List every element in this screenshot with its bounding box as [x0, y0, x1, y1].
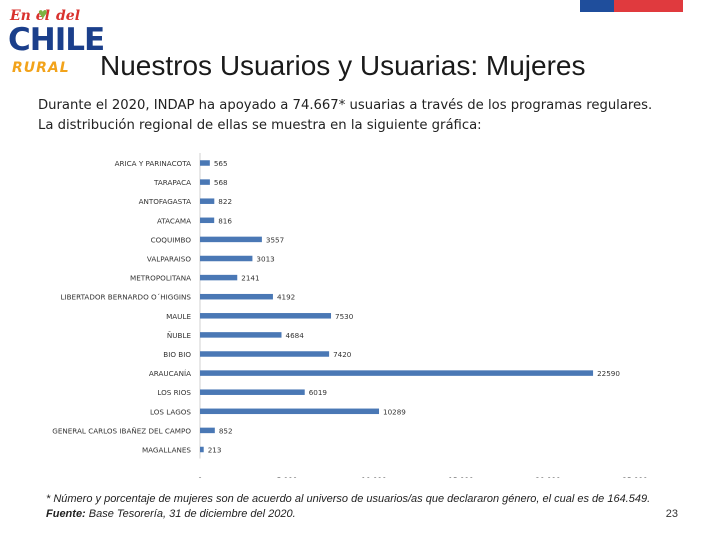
data-label: 3557 [266, 235, 284, 244]
data-bar [200, 370, 594, 376]
logo-text-top: En el [10, 8, 50, 24]
data-bar [200, 198, 215, 204]
intro-line-2: La distribución regional de ellas se mue… [38, 118, 482, 133]
category-label: MAULE [166, 312, 191, 321]
category-label: GENERAL CARLOS IBAÑEZ DEL CAMPO [52, 426, 191, 435]
footnote: * Número y porcentaje de mujeres son de … [46, 492, 650, 522]
category-label: TARAPACA [153, 178, 191, 187]
flag-stripe [580, 0, 683, 12]
data-label: 2141 [241, 274, 259, 283]
data-bar [200, 332, 282, 338]
category-label: BIO BIO [163, 350, 191, 359]
data-bar [200, 160, 210, 166]
data-label: 822 [218, 197, 232, 206]
intro-text: Durante el 2020, INDAP ha apoyado a 74.6… [38, 96, 698, 136]
data-label: 4684 [286, 331, 305, 340]
source-label: Fuente: [46, 508, 86, 520]
x-tick-label: 5 000 [277, 476, 298, 479]
data-label: 22590 [597, 369, 620, 378]
data-bar [200, 293, 273, 300]
data-bar [200, 255, 253, 262]
logo-text-rural: RURAL [12, 60, 70, 76]
data-label: 10289 [383, 407, 406, 416]
x-tick-label: 20 000 [535, 476, 561, 479]
data-bar [200, 427, 215, 434]
data-bar [200, 389, 305, 395]
category-label: VALPARAISO [147, 255, 191, 264]
category-label: ARAUCANÍA [149, 369, 191, 378]
category-label: ANTOFAGASTA [139, 197, 191, 206]
logo-text-chile: CHILE [8, 22, 105, 58]
category-label: ARICA Y PARINACOTA [115, 159, 192, 168]
data-label: 213 [208, 446, 222, 455]
heart-icon: ♥ [38, 6, 48, 23]
data-label: 3013 [256, 255, 274, 264]
data-label: 568 [214, 178, 228, 187]
data-bar [200, 274, 238, 281]
data-bar [200, 236, 262, 243]
footnote-note: * Número y porcentaje de mujeres son de … [46, 493, 651, 505]
data-label: 6019 [309, 388, 328, 397]
logo-text-top-end: del [56, 8, 81, 24]
regional-bar-chart: ARICA Y PARINACOTA 565 TARAPACA 568 ANTOFAGA… [52, 153, 648, 479]
data-bar [200, 351, 330, 357]
data-label: 852 [219, 426, 233, 435]
category-label: COQUIMBO [151, 235, 192, 244]
x-tick-label: 25 000 [622, 476, 648, 479]
data-bar [200, 217, 215, 224]
data-label: 565 [214, 159, 228, 168]
footnote-source: Fuente: Base Tesorería, 31 de diciembre … [46, 507, 650, 522]
category-label: MAGALLANES [142, 446, 191, 455]
data-label: 7530 [335, 312, 354, 321]
flag-stripe-blue [580, 0, 614, 12]
source-text: Base Tesorería, 31 de diciembre del 2020… [85, 508, 296, 520]
data-bar [200, 179, 210, 185]
category-label: LOS RIOS [157, 388, 191, 397]
category-label: LOS LAGOS [150, 407, 191, 416]
category-label: ATACAMA [157, 216, 191, 225]
category-label: ÑUBLE [167, 331, 192, 340]
flag-stripe-red [614, 0, 683, 12]
intro-line-1: Durante el 2020, INDAP ha apoyado a 74.6… [38, 98, 653, 113]
chile-rural-logo: En el ♥ del CHILE RURAL [4, 4, 105, 82]
page-title: Nuestros Usuarios y Usuarias: Mujeres [100, 50, 586, 81]
data-label: 7420 [333, 350, 352, 359]
category-label: LIBERTADOR BERNARDO O´HIGGINS [61, 293, 192, 302]
data-bar [200, 313, 332, 319]
x-tick-label: 0 [198, 476, 203, 479]
data-bar [200, 408, 380, 415]
data-bar [200, 446, 204, 453]
x-tick-label: 15 000 [448, 476, 474, 479]
x-tick-label: 10 000 [361, 476, 387, 479]
page-number: 23 [665, 508, 678, 520]
category-label: METROPOLITANA [130, 274, 191, 283]
data-label: 816 [218, 216, 232, 225]
data-label: 4192 [277, 293, 295, 302]
